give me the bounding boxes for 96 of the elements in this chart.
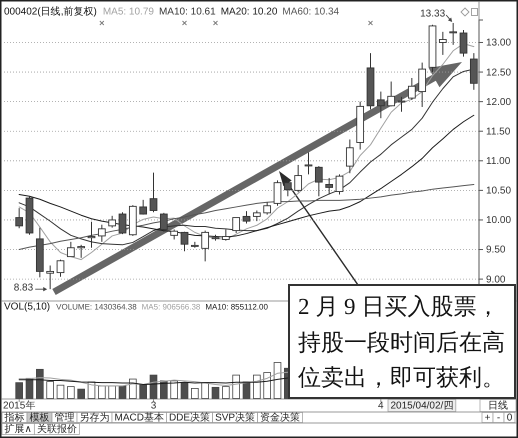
candlestick xyxy=(56,259,64,278)
candlestick xyxy=(346,139,354,174)
candlestick xyxy=(263,202,272,216)
text: 模板 xyxy=(30,412,50,424)
bar xyxy=(56,384,64,399)
y-tick-label: 12.00 xyxy=(486,96,512,108)
candlestick xyxy=(170,228,178,240)
bar xyxy=(180,382,188,399)
bar xyxy=(150,374,158,399)
candlestick xyxy=(252,210,261,222)
bar xyxy=(201,382,209,399)
candlestick xyxy=(77,244,86,258)
candlestick xyxy=(398,96,406,112)
text: 管理 xyxy=(54,412,74,424)
candlestick xyxy=(232,217,240,234)
candlestick xyxy=(449,22,458,46)
text: + xyxy=(484,412,491,424)
candlestick xyxy=(376,91,385,119)
candlestick xyxy=(294,164,302,193)
candlestick xyxy=(387,81,396,107)
text: 资金决策 xyxy=(260,412,300,424)
candlestick xyxy=(284,178,292,197)
text: 2015/04/02/四 xyxy=(390,400,454,412)
bar xyxy=(46,381,54,399)
bar xyxy=(170,380,178,399)
candlestick xyxy=(160,212,168,232)
bar xyxy=(263,372,271,399)
text: 13.33 xyxy=(420,8,446,20)
text: MA60: 10.34 xyxy=(282,6,340,18)
text: SVP决策 xyxy=(215,412,256,424)
bar xyxy=(242,382,250,399)
candlestick xyxy=(15,208,24,229)
bar xyxy=(98,386,106,399)
y-tick-label: 11.50 xyxy=(486,126,511,138)
y-tick-label: 13.00 xyxy=(486,38,512,49)
bar xyxy=(118,386,126,399)
candlestick xyxy=(314,166,323,197)
bar xyxy=(212,386,220,399)
candlestick xyxy=(180,231,188,252)
bar xyxy=(67,386,75,399)
candlestick xyxy=(438,31,447,56)
bar xyxy=(15,382,23,399)
candlestick xyxy=(201,230,210,262)
bar xyxy=(26,378,34,399)
annotation: 2 月 9 日买入股票，持股一段时间后在高位卖出，即可获利。 xyxy=(298,293,506,392)
text: MA5: 906566.38 xyxy=(142,302,201,312)
text: MA10: 10.61 xyxy=(158,6,216,18)
bar xyxy=(108,386,116,399)
candlestick xyxy=(460,30,468,58)
y-tick-label: 9.00 xyxy=(486,274,506,286)
candlestick xyxy=(98,224,106,242)
annotation: 8.83 xyxy=(14,282,34,294)
candlestick xyxy=(46,265,54,290)
x-tick-label: 2015年 xyxy=(3,400,36,412)
candlestick xyxy=(66,241,75,258)
candlestick xyxy=(242,210,250,224)
text: 扩展∧ xyxy=(4,423,32,435)
candlestick xyxy=(274,180,282,206)
candlestick xyxy=(139,199,148,216)
text: 日线 xyxy=(488,400,508,412)
text: VOLUME: 1430364.38 xyxy=(56,302,138,312)
bar xyxy=(274,362,282,399)
x-tick-label: 3 xyxy=(150,400,157,412)
bar xyxy=(129,378,137,399)
candlestick xyxy=(222,228,230,242)
candlestick xyxy=(418,62,426,108)
candlestick xyxy=(336,174,344,196)
candlestick xyxy=(304,152,312,175)
bar xyxy=(191,388,199,399)
text: MA20: 10.20 xyxy=(220,6,278,18)
bar xyxy=(36,368,44,399)
text: DDE决策 xyxy=(168,412,210,424)
text: MA10: 855112.00 xyxy=(205,302,268,312)
bar xyxy=(77,388,85,399)
candlestick xyxy=(325,177,334,196)
bar xyxy=(232,374,240,399)
text: - xyxy=(496,412,500,424)
y-tick-label: 11.00 xyxy=(486,156,511,167)
chart-title: VOL(5,10) xyxy=(4,302,50,312)
candlestick xyxy=(118,212,126,235)
candlestick xyxy=(150,172,158,213)
bar xyxy=(139,384,147,399)
text: MACD基本 xyxy=(114,412,164,424)
chart-title: 000402(日线,前复权) xyxy=(4,6,97,18)
y-tick-label: 9.50 xyxy=(486,244,506,256)
text: 0 xyxy=(506,412,513,424)
y-tick-label: 10.00 xyxy=(486,215,512,226)
candlestick xyxy=(108,215,116,228)
candlestick xyxy=(408,77,416,100)
y-tick-label: 10.50 xyxy=(486,186,512,197)
y-tick-label: 12.50 xyxy=(486,67,512,78)
text: MA5: 10.79 xyxy=(102,6,154,18)
x-tick-label: 4 xyxy=(378,400,384,412)
text: 指标 xyxy=(4,412,24,424)
text: 另存为 xyxy=(80,412,110,424)
bar xyxy=(222,386,230,399)
